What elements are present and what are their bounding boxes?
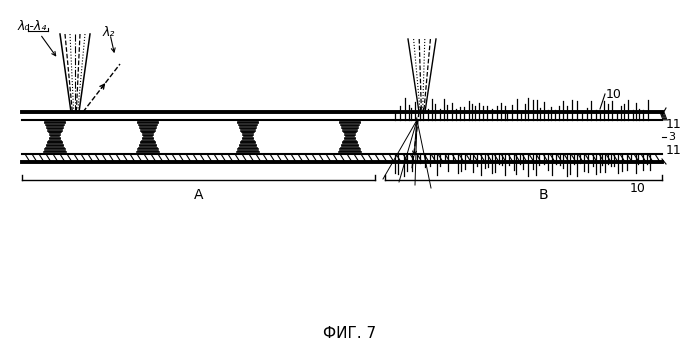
Text: ФИГ. 7: ФИГ. 7: [323, 327, 377, 341]
Text: 10: 10: [606, 87, 622, 100]
Text: λ₂: λ₂: [103, 26, 116, 39]
Text: 11: 11: [666, 145, 682, 158]
Text: 11: 11: [666, 118, 682, 131]
Text: A: A: [194, 188, 203, 202]
Text: 3: 3: [668, 132, 675, 142]
Text: B: B: [539, 188, 548, 202]
Text: λ₀-λ₄: λ₀-λ₄: [18, 20, 48, 33]
Text: 10: 10: [630, 182, 646, 195]
